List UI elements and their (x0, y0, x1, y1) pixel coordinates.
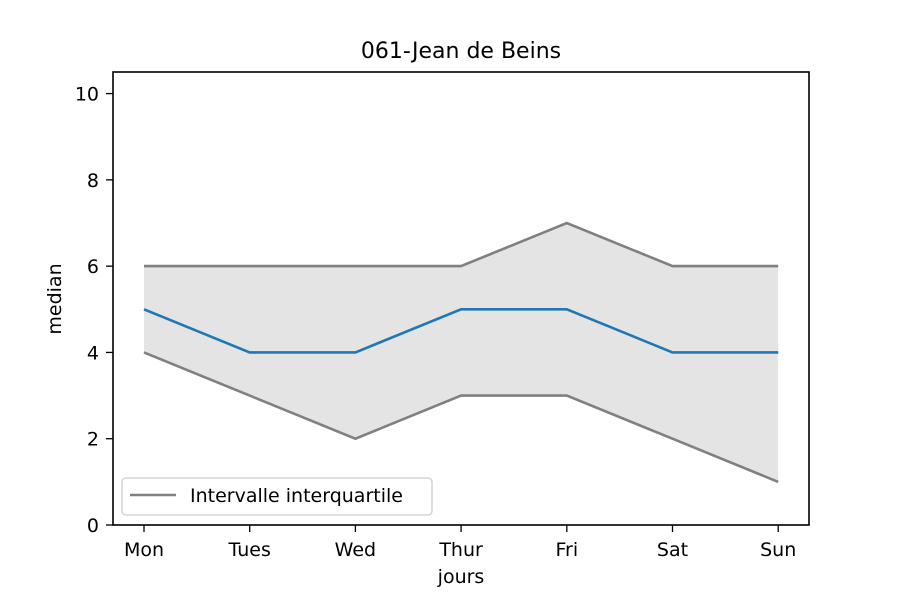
median-line (143, 307, 779, 354)
y-tick-label: 8 (87, 170, 99, 192)
legend-label: Intervalle interquartile (190, 485, 403, 507)
chart-title: 061-Jean de Beins (361, 39, 561, 64)
y-tick-label: 6 (87, 256, 99, 278)
x-axis-label: jours (437, 566, 485, 588)
x-tick-label: Thur (438, 539, 483, 561)
y-tick-label: 4 (87, 342, 99, 364)
x-tick-label: Mon (124, 539, 164, 561)
y-axis-ticks: 0 2 4 6 8 10 (75, 84, 113, 537)
x-tick-label: Wed (335, 539, 376, 561)
y-tick-label: 10 (75, 84, 99, 106)
x-tick-label: Sat (657, 539, 688, 561)
x-tick-label: Sun (760, 539, 796, 561)
legend-box (121, 477, 433, 516)
lower-quartile-line (143, 351, 779, 484)
plot-area (143, 221, 779, 484)
y-tick-label: 2 (87, 429, 99, 451)
y-axis-label: median (44, 263, 66, 334)
x-tick-label: Tues (228, 539, 271, 561)
x-tick-label: Fri (555, 539, 578, 561)
legend: Intervalle interquartile (121, 477, 433, 516)
upper-quartile-line (144, 221, 779, 268)
iqr-band (144, 223, 779, 482)
y-tick-label: 0 (87, 515, 99, 537)
x-axis-ticks: Mon Tues Wed Thur Fri Sat Sun (124, 525, 796, 561)
